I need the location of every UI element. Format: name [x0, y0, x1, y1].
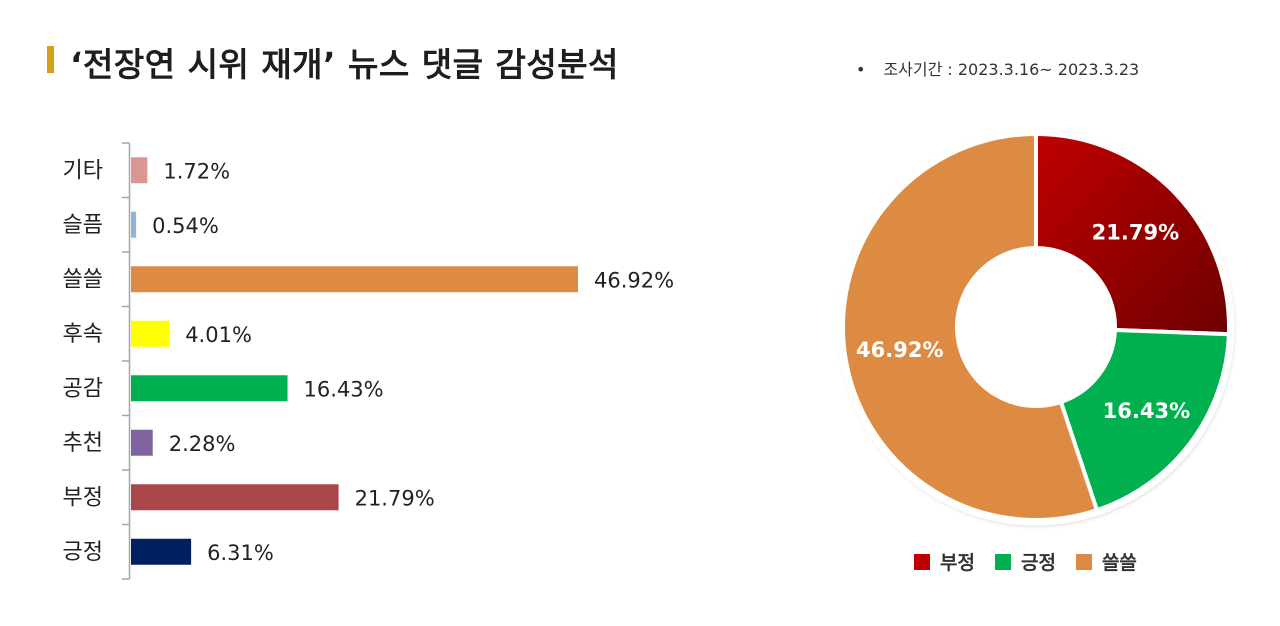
slice-value-label: 46.92% — [856, 338, 943, 362]
legend-label: 쓸쓸 — [1101, 552, 1137, 574]
bar — [131, 375, 288, 402]
category-label: 긍정 — [63, 540, 103, 565]
slice-value-label: 16.43% — [1103, 399, 1190, 423]
donut-hole — [956, 247, 1116, 407]
bar — [131, 429, 153, 456]
legend-swatch — [1075, 553, 1092, 570]
slice-value-label: 21.79% — [1092, 220, 1179, 244]
bar-value-label: 16.43% — [304, 377, 384, 401]
period-text: 조사기간 : 2023.3.16~ 2023.3.23 — [883, 60, 1140, 79]
donut-ring — [841, 131, 1231, 522]
bar — [131, 538, 192, 565]
bar-axis-group — [122, 142, 131, 580]
legend-label: 긍정 — [1020, 552, 1056, 574]
legend-label: 부정 — [940, 552, 975, 574]
category-label: 부정 — [63, 485, 103, 510]
bar — [131, 320, 170, 347]
bar-value-label: 2.28% — [169, 432, 236, 456]
category-label: 추천 — [63, 431, 103, 456]
donut-outer-rim — [837, 128, 1235, 526]
bar-value-label: 46.92% — [594, 268, 674, 292]
bar-value-label: 0.54% — [152, 214, 219, 238]
legend-item: 긍정 — [994, 548, 1056, 575]
bar — [131, 266, 578, 293]
bar — [131, 484, 339, 511]
category-label: 쓸쓸 — [63, 267, 103, 292]
category-label: 슬픔 — [63, 213, 103, 238]
category-label: 후속 — [63, 322, 103, 347]
bar-value-label: 1.72% — [163, 159, 230, 183]
bar-value-label: 21.79% — [355, 486, 435, 510]
donut-legend: 부정 긍정 쓸쓸 — [914, 548, 1157, 575]
bar — [131, 211, 137, 238]
legend-item: 쓸쓸 — [1075, 548, 1137, 575]
survey-period: • 조사기간 : 2023.3.16~ 2023.3.23 — [856, 56, 1139, 80]
bar — [131, 157, 148, 184]
period-bullet: • — [856, 60, 866, 79]
category-label: 기타 — [63, 158, 103, 183]
title-accent-bar — [47, 46, 54, 73]
bar-value-label: 6.31% — [207, 541, 274, 565]
bar-value-label: 4.01% — [185, 323, 252, 347]
bar-chart: 기타 1.72% 슬픔 0.54% 쓸쓸 46.92% 후속 4.01% 공감 16.43% 추천 2… — [63, 142, 674, 580]
legend-swatch — [994, 553, 1011, 570]
legend-swatch — [914, 553, 930, 570]
category-label: 공감 — [63, 376, 103, 401]
legend-item: 부정 — [914, 548, 975, 575]
page-title: ‘전장연 시위 재개’ 뉴스 댓글 감성분석 — [70, 45, 619, 84]
